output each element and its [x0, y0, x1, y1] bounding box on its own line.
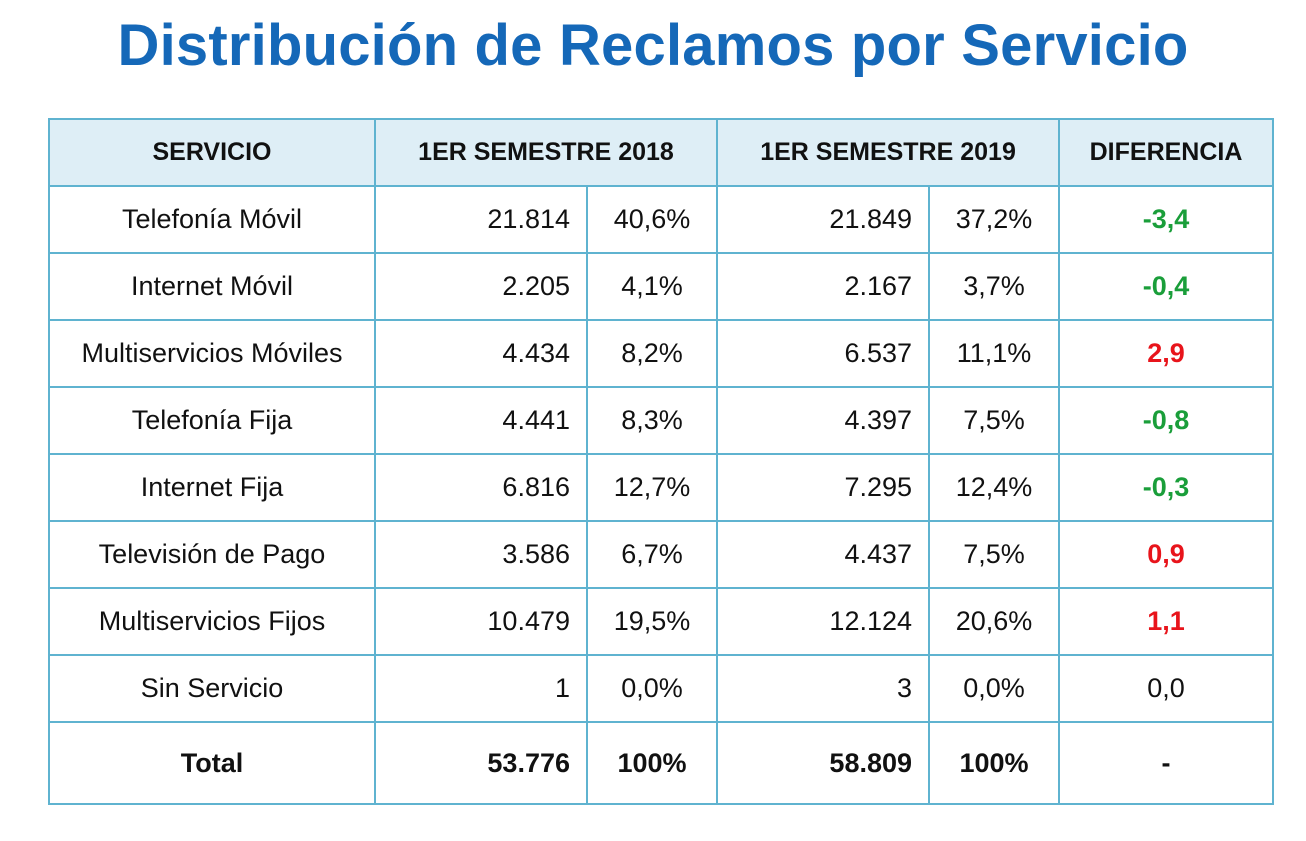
cell-value-2018: 21.814: [374, 185, 588, 254]
cell-value-2018: 2.205: [374, 252, 588, 321]
total-cell-diferencia: -: [1058, 721, 1275, 805]
cell-percent-2019: 12,4%: [928, 453, 1061, 522]
cell-diferencia: 2,9: [1058, 319, 1275, 388]
cell-value-2019: 2.167: [716, 252, 931, 321]
header-diferencia: DIFERENCIA: [1058, 118, 1275, 187]
cell-diferencia: -3,4: [1058, 185, 1275, 254]
page-title: Distribución de Reclamos por Servicio: [117, 13, 1189, 78]
cell-servicio: Internet Móvil: [48, 252, 376, 321]
cell-diferencia: 1,1: [1058, 587, 1275, 656]
cell-value-2019: 21.849: [716, 185, 931, 254]
cell-servicio: Telefonía Fija: [48, 386, 376, 455]
cell-servicio: Televisión de Pago: [48, 520, 376, 589]
cell-value-2019: 4.397: [716, 386, 931, 455]
cell-percent-2018: 40,6%: [585, 185, 719, 254]
table-row: Multiservicios Móviles 4.434 8,2% 6.537 11,1…: [48, 319, 1275, 388]
header-semestre-2019: 1ER SEMESTRE 2019: [716, 118, 1061, 187]
total-cell-value-2019: 58.809: [716, 721, 931, 805]
cell-value-2018: 3.586: [374, 520, 588, 589]
cell-diferencia: -0,8: [1058, 386, 1275, 455]
cell-percent-2018: 8,2%: [585, 319, 719, 388]
table-header-row: SERVICIO 1ER SEMESTRE 2018 1ER SEMESTRE …: [48, 118, 1275, 187]
table-row: Telefonía Fija 4.441 8,3% 4.397 7,5% -0,8: [48, 386, 1275, 455]
cell-value-2019: 7.295: [716, 453, 931, 522]
cell-diferencia: -0,4: [1058, 252, 1275, 321]
cell-servicio: Multiservicios Fijos: [48, 587, 376, 656]
cell-value-2019: 6.537: [716, 319, 931, 388]
cell-servicio: Internet Fija: [48, 453, 376, 522]
cell-servicio: Multiservicios Móviles: [48, 319, 376, 388]
cell-servicio: Telefonía Móvil: [48, 185, 376, 254]
cell-percent-2019: 7,5%: [928, 386, 1061, 455]
cell-percent-2018: 12,7%: [585, 453, 719, 522]
claims-table: SERVICIO 1ER SEMESTRE 2018 1ER SEMESTRE …: [48, 118, 1275, 805]
cell-percent-2019: 3,7%: [928, 252, 1061, 321]
cell-diferencia: 0,9: [1058, 520, 1275, 589]
cell-value-2018: 1: [374, 654, 588, 723]
cell-value-2019: 4.437: [716, 520, 931, 589]
table-row: Televisión de Pago 3.586 6,7% 4.437 7,5% 0,9: [48, 520, 1275, 589]
cell-percent-2019: 11,1%: [928, 319, 1061, 388]
cell-value-2019: 3: [716, 654, 931, 723]
header-servicio: SERVICIO: [48, 118, 376, 187]
total-cell-percent-2018: 100%: [585, 721, 719, 805]
cell-value-2018: 6.816: [374, 453, 588, 522]
cell-percent-2018: 19,5%: [585, 587, 719, 656]
cell-value-2018: 10.479: [374, 587, 588, 656]
header-semestre-2018: 1ER SEMESTRE 2018: [373, 118, 719, 187]
cell-value-2018: 4.441: [374, 386, 588, 455]
cell-percent-2018: 6,7%: [585, 520, 719, 589]
cell-percent-2018: 8,3%: [585, 386, 719, 455]
table-row: Sin Servicio 1 0,0% 3 0,0% 0,0: [48, 654, 1275, 723]
table-row: Multiservicios Fijos 10.479 19,5% 12.124 20,…: [48, 587, 1275, 656]
cell-percent-2018: 4,1%: [585, 252, 719, 321]
cell-percent-2018: 0,0%: [585, 654, 719, 723]
cell-servicio: Sin Servicio: [48, 654, 376, 723]
table-row: Internet Fija 6.816 12,7% 7.295 12,4% -0,3: [48, 453, 1275, 522]
cell-diferencia: 0,0: [1058, 654, 1275, 723]
total-cell-servicio: Total: [48, 721, 376, 805]
cell-value-2019: 12.124: [716, 587, 931, 656]
total-cell-value-2018: 53.776: [374, 721, 588, 805]
cell-percent-2019: 7,5%: [928, 520, 1061, 589]
table-row: Internet Móvil 2.205 4,1% 2.167 3,7% -0,4: [48, 252, 1275, 321]
cell-percent-2019: 37,2%: [928, 185, 1061, 254]
table-total-row: Total 53.776 100% 58.809 100% -: [48, 721, 1275, 805]
cell-value-2018: 4.434: [374, 319, 588, 388]
cell-percent-2019: 0,0%: [928, 654, 1061, 723]
total-cell-percent-2019: 100%: [928, 721, 1061, 805]
table-row: Telefonía Móvil 21.814 40,6% 21.849 37,2% -3,…: [48, 185, 1275, 254]
cell-percent-2019: 20,6%: [928, 587, 1061, 656]
table-body: Telefonía Móvil 21.814 40,6% 21.849 37,2% -3,…: [48, 185, 1275, 805]
cell-diferencia: -0,3: [1058, 453, 1275, 522]
